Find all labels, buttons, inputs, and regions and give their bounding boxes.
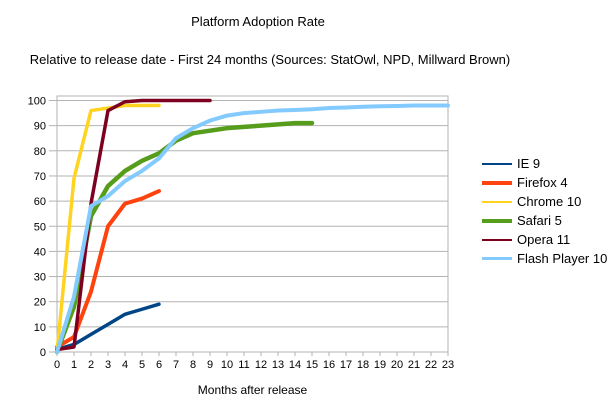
x-tick-label: 11 [238,359,249,371]
x-tick-label: 5 [139,359,145,371]
y-tick-label: 0 [40,347,46,359]
y-tick-label: 40 [34,246,46,258]
y-tick-label: 80 [34,146,46,158]
x-tick-label: 21 [408,359,420,371]
x-tick-label: 0 [54,359,60,371]
x-tick-label: 2 [88,359,94,371]
chart-subtitle: Relative to release date - First 24 mont… [29,52,511,67]
x-tick-label: 22 [425,359,437,371]
legend-item-opera-11: Opera 11 [482,230,607,249]
x-tick-label: 13 [272,359,284,371]
y-tick-label: 90 [34,121,46,133]
y-tick-label: 70 [34,171,46,183]
legend-item-safari-5: Safari 5 [482,211,607,230]
legend-label: Firefox 4 [517,175,568,190]
legend-label: Safari 5 [517,213,562,228]
x-tick-label: 4 [122,359,128,371]
legend: IE 9 Firefox 4 Chrome 10 Safari 5 Opera 11 Fl… [482,154,607,268]
x-tick-label: 10 [221,359,233,371]
x-tick-label: 1 [71,359,77,371]
x-tick-label: 16 [323,359,335,371]
legend-line-swatch [482,200,512,203]
y-tick-label: 50 [34,221,46,233]
y-tick-label: 10 [34,322,46,334]
y-tick-label: 20 [34,297,46,309]
y-tick-label: 30 [34,272,46,284]
legend-label: Opera 11 [517,232,571,247]
x-tick-label: 7 [173,359,179,371]
x-tick-label: 17 [340,359,352,371]
legend-item-flash-player-10: Flash Player 10 [482,249,607,268]
chart-title: Platform Adoption Rate [191,14,325,29]
x-tick-label: 19 [374,359,386,371]
x-tick-label: 20 [391,359,403,371]
legend-line-swatch [482,238,512,241]
x-tick-label: 12 [255,359,267,371]
legend-label: Flash Player 10 [517,251,608,266]
legend-line-swatch [482,257,512,260]
series-line-chrome-10 [55,103,161,354]
x-axis-title: Months after release [197,383,308,397]
plot-border [56,95,449,353]
series-line-safari-5 [54,120,315,355]
legend-item-ie-9: IE 9 [482,154,607,173]
series-line-opera-11 [55,98,212,352]
y-tick-label: 60 [34,196,46,208]
x-tick-label: 18 [357,359,369,371]
x-tick-label: 14 [289,359,301,371]
series-line-flash-player-10 [55,103,450,354]
y-tick-label: 100 [28,96,46,108]
legend-item-chrome-10: Chrome 10 [482,192,607,211]
x-tick-label: 8 [190,359,196,371]
legend-line-swatch [482,162,512,165]
legend-line-swatch [482,218,512,223]
x-tick-label: 9 [207,359,213,371]
legend-item-firefox-4: Firefox 4 [482,173,607,192]
x-tick-label: 23 [442,359,454,371]
legend-label: IE 9 [517,156,541,171]
legend-line-swatch [482,180,512,185]
x-tick-label: 15 [306,359,318,371]
x-tick-label: 3 [105,359,111,371]
legend-label: Chrome 10 [517,194,582,209]
x-tick-label: 6 [156,359,162,371]
